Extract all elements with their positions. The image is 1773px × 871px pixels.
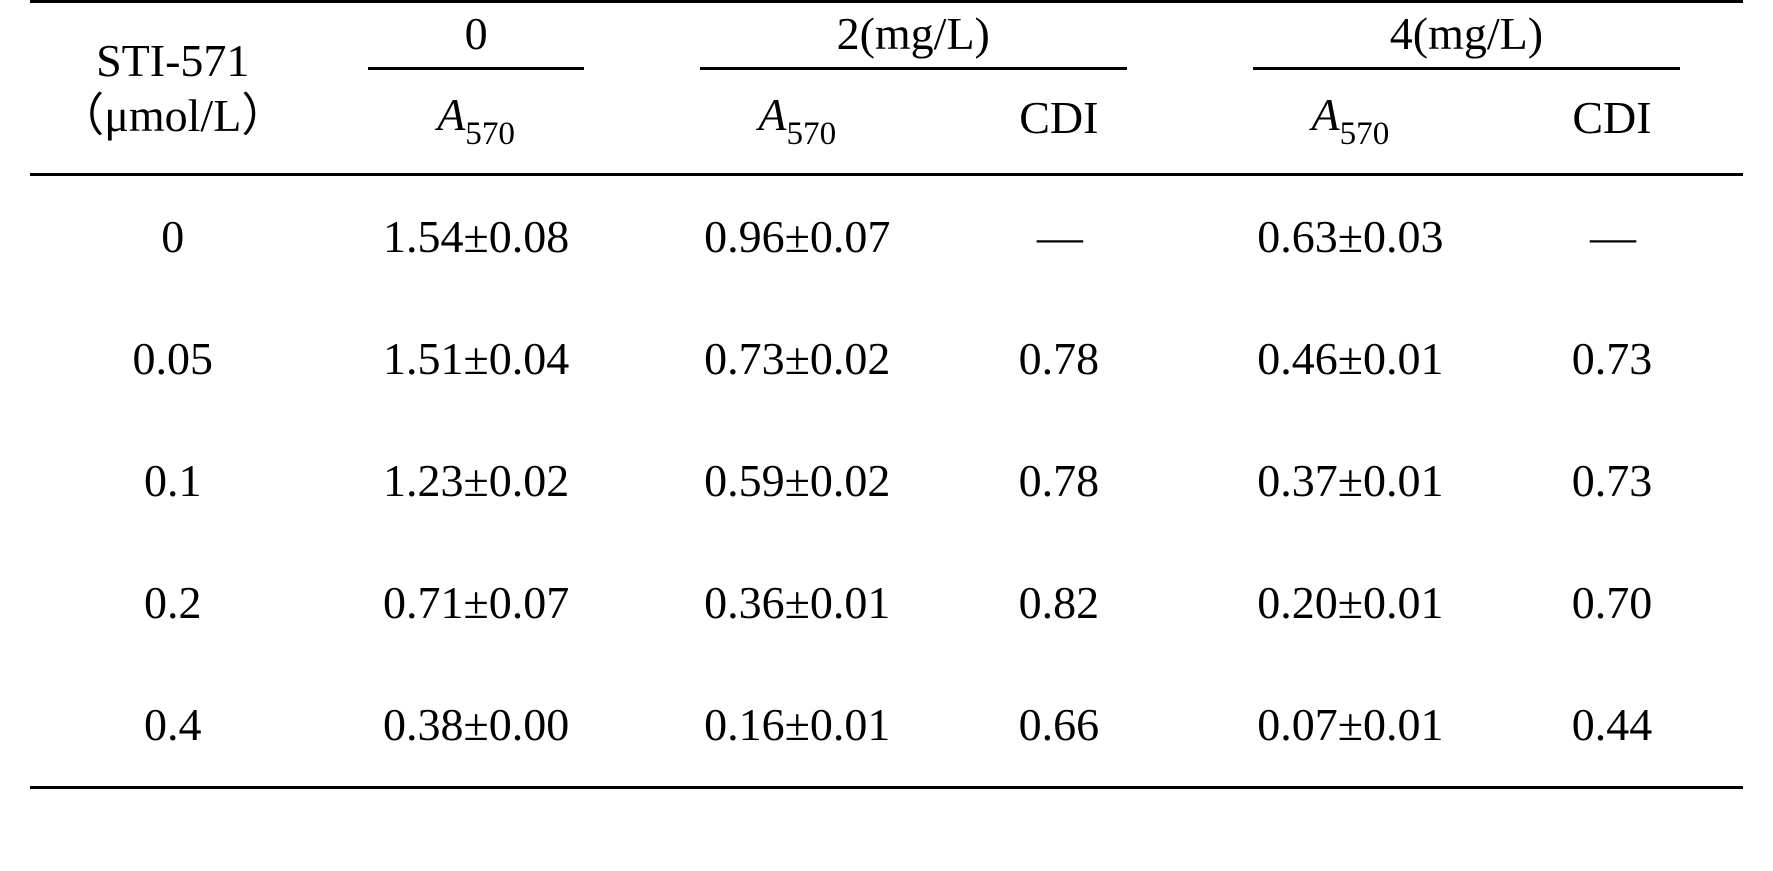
table-row: 0 1.54±0.08 0.96±0.07 — 0.63±0.03 —: [30, 175, 1743, 299]
subheader-cdi-g2: CDI: [958, 73, 1190, 175]
group-2-header: 2(mg/L): [637, 2, 1190, 74]
table-row: 0.4 0.38±0.00 0.16±0.01 0.66 0.07±0.01 0…: [30, 664, 1743, 788]
table-row: 0.1 1.23±0.02 0.59±0.02 0.78 0.37±0.01 0…: [30, 420, 1743, 542]
cell-a0: 1.23±0.02: [316, 420, 637, 542]
cell-a0: 1.54±0.08: [316, 175, 637, 299]
cell-cdi2: 0.78: [958, 298, 1190, 420]
row-label-line1: STI-571: [96, 35, 249, 86]
group-2-label: 2(mg/L): [700, 6, 1127, 70]
table-row: 0.05 1.51±0.04 0.73±0.02 0.78 0.46±0.01 …: [30, 298, 1743, 420]
subheader-a570-g2: A570: [637, 73, 958, 175]
cell-sti: 0.4: [30, 664, 316, 788]
group-4-label: 4(mg/L): [1253, 6, 1680, 70]
subheader-a570-g4: A570: [1190, 73, 1511, 175]
cell-a0: 1.51±0.04: [316, 298, 637, 420]
cell-a2: 0.96±0.07: [637, 175, 958, 299]
group-0-label: 0: [368, 6, 585, 70]
cell-a4: 0.37±0.01: [1190, 420, 1511, 542]
cell-cdi4: 0.70: [1511, 542, 1743, 664]
cell-sti: 0: [30, 175, 316, 299]
cell-cdi4: 0.73: [1511, 298, 1743, 420]
data-table: STI-571 （μmol/L） 0 2(mg/L) 4(mg/L) A570 …: [30, 0, 1743, 789]
cell-sti: 0.1: [30, 420, 316, 542]
cell-cdi4: —: [1511, 175, 1743, 299]
cell-a2: 0.73±0.02: [637, 298, 958, 420]
cell-cdi2: —: [958, 175, 1190, 299]
group-4-header: 4(mg/L): [1190, 2, 1743, 74]
cell-a2: 0.16±0.01: [637, 664, 958, 788]
group-0-header: 0: [316, 2, 637, 74]
table-container: STI-571 （μmol/L） 0 2(mg/L) 4(mg/L) A570 …: [0, 0, 1773, 789]
cell-a0: 0.38±0.00: [316, 664, 637, 788]
cell-cdi4: 0.44: [1511, 664, 1743, 788]
cell-sti: 0.2: [30, 542, 316, 664]
table-row: 0.2 0.71±0.07 0.36±0.01 0.82 0.20±0.01 0…: [30, 542, 1743, 664]
header-row-1: STI-571 （μmol/L） 0 2(mg/L) 4(mg/L): [30, 2, 1743, 74]
cell-a4: 0.46±0.01: [1190, 298, 1511, 420]
cell-cdi2: 0.82: [958, 542, 1190, 664]
cell-sti: 0.05: [30, 298, 316, 420]
cell-a2: 0.36±0.01: [637, 542, 958, 664]
subheader-a570-g0: A570: [316, 73, 637, 175]
cell-a0: 0.71±0.07: [316, 542, 637, 664]
cell-a4: 0.63±0.03: [1190, 175, 1511, 299]
cell-cdi2: 0.78: [958, 420, 1190, 542]
row-label-line2: （μmol/L）: [58, 90, 287, 141]
row-label-header: STI-571 （μmol/L）: [30, 2, 316, 175]
cell-cdi4: 0.73: [1511, 420, 1743, 542]
subheader-cdi-g4: CDI: [1511, 73, 1743, 175]
cell-a2: 0.59±0.02: [637, 420, 958, 542]
cell-a4: 0.07±0.01: [1190, 664, 1511, 788]
cell-a4: 0.20±0.01: [1190, 542, 1511, 664]
cell-cdi2: 0.66: [958, 664, 1190, 788]
